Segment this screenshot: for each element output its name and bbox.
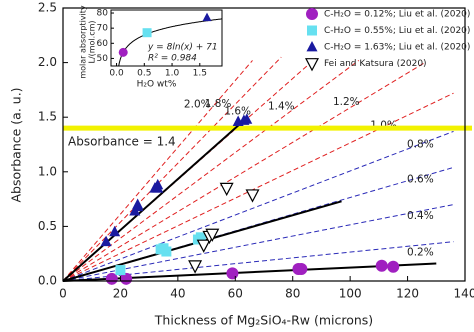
x-axis-label: Thickness of Mg₂SiO₄-Rw (microns) [154,313,373,328]
reference-line-label: 1.2% [333,96,360,108]
y-tick-label: 0.5 [38,219,57,233]
inset-y-label: molar absorptivity [79,5,88,79]
point [202,12,212,22]
reference-line-label: 0.4% [407,210,434,222]
reference-line-label: 1.6% [224,106,251,118]
reference-line [63,62,426,281]
y-axis-label: Absorbance (a. u.) [9,87,24,202]
x-tick-label: 40 [170,287,185,301]
y-tick-label: 2.5 [38,1,57,15]
point [375,259,388,272]
legend-label: C-H₂O = 0.12%; Liu et al. (2020) [324,10,470,20]
fit-line [62,119,245,282]
reference-line [63,60,253,281]
reference-line-label: 1.8% [205,98,232,110]
point [196,239,211,253]
reference-line [63,60,360,281]
point [226,267,239,280]
point [105,272,118,285]
point [118,47,128,57]
point [387,260,400,273]
inset-y-label: L/(mol.cm) [88,20,97,63]
point [120,272,133,285]
inset-y-tick-label: 60 [97,39,109,49]
point [109,225,121,237]
point [142,28,152,38]
reference-line-label: 0.8% [407,138,434,150]
inset-y-tick-label: 80 [97,9,109,19]
x-tick-label: 0 [59,287,67,301]
x-tick-label: 60 [228,287,243,301]
reference-line [63,92,454,281]
x-tick-label: 120 [396,287,419,301]
legend-marker [307,25,317,36]
inset-x-tick-label: 1.0 [165,69,180,79]
threshold-label: Absorbance = 1.4 [68,135,176,149]
inset-x-tick-label: 0.5 [137,69,151,79]
x-tick-label: 20 [113,287,128,301]
point [219,182,234,197]
inset-equation: y = 8ln(x) + 71 [147,43,218,53]
reference-line-label: 0.6% [407,174,434,186]
inset-x-tick-label: 0.0 [109,69,124,79]
legend-label: C-H₂O = 1.63%; Liu et al. (2020) [324,43,470,53]
inset-x-label: H₂O wt% [137,80,177,90]
reference-line-label: 0.2% [407,246,434,258]
y-tick-label: 1.0 [38,164,57,178]
point [115,265,126,276]
reference-line [63,56,282,281]
point [161,246,172,257]
point [195,232,206,243]
point [188,260,203,274]
inset-y-tick-label: 70 [97,24,109,34]
reference-line [63,130,454,281]
y-tick-label: 2.0 [38,55,57,69]
point [295,262,308,275]
point [100,235,112,247]
legend-label: Fei and Katsura (2020) [324,59,427,69]
x-tick-label: 80 [285,287,300,301]
y-tick-label: 1.5 [38,110,57,124]
inset-r2: R² = 0.984 [148,54,197,64]
point [205,228,220,242]
legend-marker [306,40,318,52]
legend-label: C-H₂O = 0.55%; Liu et al. (2020) [324,26,470,36]
reference-line-label: 2.0% [184,99,211,111]
inset-x-tick-label: 1.5 [193,69,207,79]
y-tick-label: 0.0 [38,274,57,288]
point [245,189,260,203]
reference-line [63,204,454,281]
legend-marker [305,58,319,72]
reference-line-label: 1.4% [268,101,295,113]
point [152,182,164,193]
legend-marker [306,8,318,20]
point [132,198,144,209]
x-tick-label: 140 [454,287,474,301]
point [241,113,253,124]
plot-frame [62,7,466,282]
x-tick-label: 100 [339,287,362,301]
inset-y-tick-label: 50 [97,54,109,64]
